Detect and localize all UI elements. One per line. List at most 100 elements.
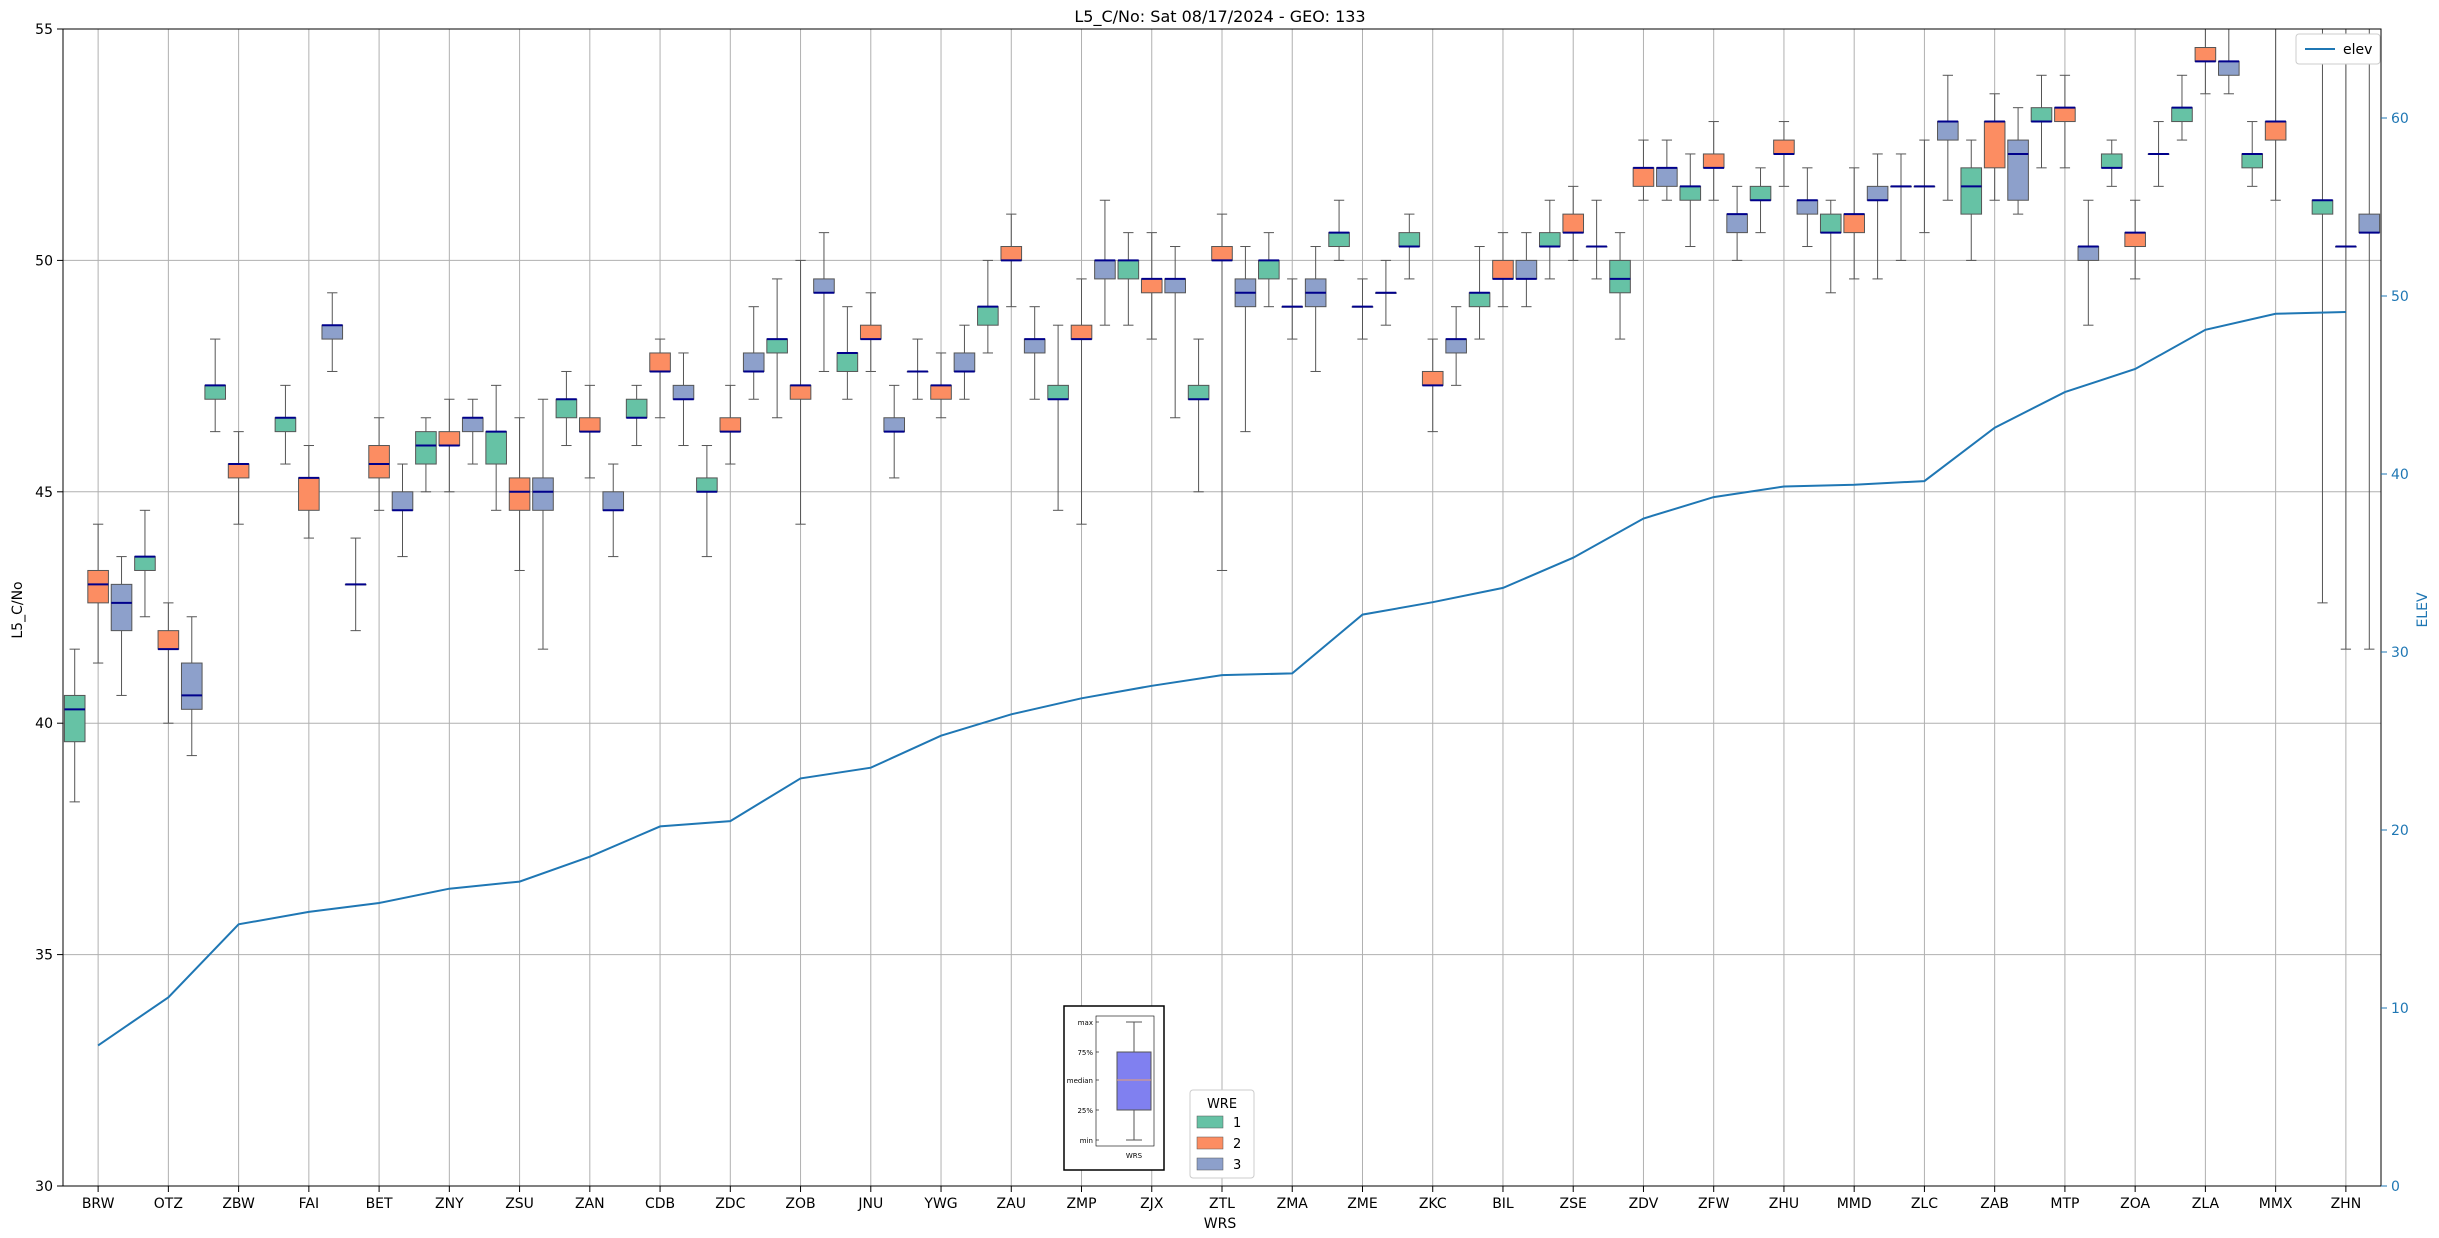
wre-legend-label-2: 2 — [1233, 1137, 1241, 1152]
box-ZDV-wre3 — [1656, 139, 1678, 201]
y2-axis-label: ELEV — [2415, 592, 2431, 627]
box-iqr — [977, 306, 999, 326]
box-iqr — [1656, 167, 1678, 187]
wre-legend-label-3: 3 — [1233, 1158, 1241, 1173]
box-iqr — [1983, 121, 2006, 169]
box-ZDV-wre1 — [1609, 232, 1631, 340]
box-BRW-wre2 — [87, 523, 109, 664]
x-tick-label: ZDV — [1629, 1196, 1659, 1212]
box-ZMA-wre3 — [1304, 246, 1327, 372]
x-tick-label: ZKC — [1419, 1196, 1447, 1212]
box-ZHU-wre3 — [1796, 167, 1819, 248]
box-ZMP-wre1 — [1047, 324, 1069, 511]
box-ZMA-wre2 — [1281, 278, 1304, 340]
inset-xlabel: WRS — [1126, 1152, 1143, 1160]
box-YWG-wre2 — [930, 352, 952, 419]
box-iqr — [953, 352, 976, 372]
box-iqr — [1211, 246, 1233, 261]
box-ZNY-wre1 — [415, 417, 437, 493]
box-iqr — [1094, 259, 1116, 280]
box-iqr — [2358, 213, 2381, 234]
box-ZLA-wre1 — [2171, 74, 2193, 141]
box-iqr — [930, 384, 952, 400]
box-BRW-wre1 — [63, 648, 86, 803]
box-iqr — [1702, 153, 1725, 169]
y2-tick-label: 30 — [2391, 645, 2409, 661]
box-iqr — [1679, 185, 1702, 201]
box-groups — [63, 28, 2381, 803]
box-iqr — [2241, 153, 2264, 169]
box-ZHU-wre1 — [1749, 167, 1772, 234]
y-tick-label: 40 — [35, 716, 53, 732]
x-tick-label: BIL — [1492, 1196, 1514, 1212]
box-iqr — [1117, 259, 1140, 280]
box-iqr — [649, 352, 671, 372]
box-ZJX-wre2 — [1140, 232, 1163, 340]
box-ZHN-wre2 — [2335, 28, 2357, 650]
inset-box-legend: max 75% median 25% min WRS — [1063, 1005, 1165, 1171]
box-iqr — [321, 324, 344, 340]
box-ZDC-wre1 — [696, 445, 718, 558]
box-OTZ-wre1 — [134, 509, 156, 618]
box-ZHU-wre2 — [1773, 121, 1795, 187]
elev-line-group — [97, 311, 2346, 1047]
wre-legend-swatch-2 — [1196, 1136, 1224, 1150]
box-iqr — [883, 417, 906, 433]
x-tick-label: ZSE — [1560, 1196, 1587, 1212]
box-iqr — [1960, 167, 1983, 215]
y-tick-label: 55 — [35, 22, 53, 38]
wre-legend-swatch-1 — [1196, 1115, 1224, 1129]
y-tick-label: 30 — [35, 1179, 53, 1195]
box-iqr — [766, 338, 788, 354]
box-iqr — [2030, 107, 2053, 123]
x-tick-label: OTZ — [154, 1196, 183, 1212]
x-tick-label: ZMA — [1277, 1196, 1309, 1212]
box-ZAB-wre1 — [1960, 139, 1983, 261]
box-BIL-wre2 — [1492, 232, 1514, 308]
box-iqr — [1258, 259, 1280, 280]
box-ZKC-wre1 — [1398, 213, 1421, 280]
x-tick-label: ZAU — [997, 1196, 1026, 1212]
box-ZLC-wre1 — [1890, 153, 1912, 261]
box-MTP-wre2 — [2054, 74, 2076, 169]
box-BIL-wre1 — [1468, 246, 1491, 340]
box-OTZ-wre2 — [157, 602, 180, 724]
box-iqr — [742, 352, 765, 372]
axes: 30 35 40 45 50 55 0 10 20 30 40 50 60 BRW OTZ ZBW FAI BET… — [35, 22, 2409, 1212]
box-iqr — [204, 384, 226, 400]
box-iqr — [1328, 232, 1350, 248]
box-ZSU-wre2 — [508, 417, 531, 571]
inset-label-0: max — [1078, 1019, 1093, 1027]
y-tick-label: 45 — [35, 485, 53, 501]
box-iqr — [1937, 121, 1959, 141]
box-ZFW-wre2 — [1702, 121, 1725, 201]
box-iqr — [1070, 324, 1093, 340]
box-iqr — [1843, 213, 1865, 234]
inset-label-3: 25% — [1077, 1107, 1093, 1115]
x-tick-label: MMX — [2259, 1196, 2293, 1212]
box-iqr — [2264, 121, 2287, 141]
box-iqr — [2124, 232, 2146, 248]
box-ZAU-wre3 — [1023, 306, 1046, 400]
box-ZTL-wre2 — [1211, 213, 1233, 571]
box-iqr — [719, 417, 742, 433]
box-iqr — [579, 417, 601, 433]
x-tick-label: ZTL — [1209, 1196, 1235, 1212]
box-iqr — [461, 417, 484, 433]
wre-legend: WRE 1 2 3 — [1189, 1089, 1255, 1179]
x-tick-label: ZOA — [2120, 1196, 2150, 1212]
box-ZLC-wre3 — [1937, 74, 1959, 201]
box-ZAN-wre3 — [602, 463, 625, 558]
box-iqr — [2054, 107, 2076, 123]
box-ZMP-wre3 — [1094, 199, 1116, 326]
box-ZOB-wre1 — [766, 278, 788, 419]
x-tick-label: FAI — [299, 1196, 319, 1212]
y2-tick-label: 10 — [2391, 1001, 2409, 1017]
elev-line — [97, 311, 2346, 1047]
box-ZAB-wre3 — [2007, 107, 2029, 215]
box-iqr — [1632, 167, 1655, 187]
box-iqr — [1773, 139, 1795, 155]
box-iqr — [1000, 246, 1023, 261]
box-CDB-wre2 — [649, 338, 671, 419]
x-tick-label: ZLA — [2192, 1196, 2220, 1212]
